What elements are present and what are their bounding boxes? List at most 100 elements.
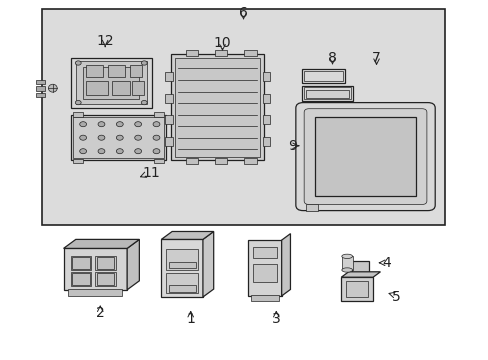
Bar bbox=[68, 289, 122, 296]
Bar bbox=[168, 285, 195, 292]
Bar bbox=[166, 249, 198, 270]
Text: 10: 10 bbox=[213, 36, 231, 50]
Bar bbox=[215, 50, 227, 56]
Text: 3: 3 bbox=[271, 312, 280, 325]
Bar bbox=[107, 65, 124, 77]
Bar bbox=[303, 87, 350, 99]
Bar bbox=[175, 58, 260, 157]
Bar bbox=[262, 72, 269, 81]
Circle shape bbox=[98, 122, 104, 127]
Bar bbox=[154, 159, 163, 163]
Bar bbox=[73, 159, 83, 163]
Bar bbox=[301, 69, 344, 83]
Circle shape bbox=[116, 149, 123, 154]
Bar bbox=[253, 247, 276, 258]
Bar bbox=[165, 94, 172, 103]
Bar bbox=[97, 273, 114, 285]
Bar bbox=[129, 65, 142, 77]
Bar bbox=[95, 256, 116, 270]
Bar bbox=[132, 81, 144, 95]
Text: 5: 5 bbox=[391, 290, 400, 304]
Bar bbox=[165, 72, 172, 81]
Text: 6: 6 bbox=[239, 6, 247, 19]
Circle shape bbox=[116, 122, 123, 127]
Bar bbox=[73, 117, 163, 158]
Polygon shape bbox=[161, 231, 213, 239]
Ellipse shape bbox=[341, 268, 352, 272]
Text: 7: 7 bbox=[371, 51, 380, 64]
Bar bbox=[154, 112, 163, 117]
Bar bbox=[85, 81, 107, 95]
Bar bbox=[303, 71, 342, 81]
Bar bbox=[36, 93, 45, 97]
Polygon shape bbox=[71, 58, 151, 108]
Circle shape bbox=[98, 149, 104, 154]
Bar bbox=[95, 272, 116, 286]
Bar bbox=[112, 81, 129, 95]
Bar bbox=[305, 90, 348, 98]
Bar bbox=[346, 281, 367, 297]
Polygon shape bbox=[76, 61, 146, 104]
Polygon shape bbox=[248, 240, 281, 296]
Circle shape bbox=[134, 135, 142, 140]
Polygon shape bbox=[341, 272, 380, 277]
Text: 8: 8 bbox=[327, 51, 336, 64]
Circle shape bbox=[80, 135, 86, 140]
Bar bbox=[262, 137, 269, 146]
Bar bbox=[168, 262, 195, 268]
Polygon shape bbox=[203, 231, 213, 297]
FancyBboxPatch shape bbox=[304, 109, 426, 204]
Polygon shape bbox=[341, 277, 372, 301]
Circle shape bbox=[75, 61, 81, 65]
Bar bbox=[36, 86, 45, 91]
Bar bbox=[215, 158, 227, 164]
Circle shape bbox=[134, 149, 142, 154]
Polygon shape bbox=[127, 239, 139, 290]
Polygon shape bbox=[281, 234, 290, 296]
Polygon shape bbox=[351, 261, 368, 274]
Bar bbox=[85, 65, 102, 77]
Bar bbox=[253, 264, 276, 282]
Circle shape bbox=[116, 135, 123, 140]
Polygon shape bbox=[63, 248, 127, 290]
Bar bbox=[185, 50, 198, 56]
Polygon shape bbox=[161, 239, 203, 297]
Text: 11: 11 bbox=[142, 166, 160, 180]
FancyBboxPatch shape bbox=[295, 103, 434, 211]
Circle shape bbox=[153, 135, 160, 140]
Bar bbox=[71, 256, 91, 270]
Bar bbox=[97, 257, 114, 269]
Circle shape bbox=[134, 122, 142, 127]
Bar bbox=[41, 9, 444, 225]
Polygon shape bbox=[63, 239, 139, 248]
Circle shape bbox=[75, 100, 81, 105]
Text: 1: 1 bbox=[186, 312, 195, 325]
Bar bbox=[341, 256, 352, 270]
Ellipse shape bbox=[341, 254, 352, 258]
Circle shape bbox=[141, 100, 147, 105]
Bar bbox=[72, 273, 90, 285]
Circle shape bbox=[98, 135, 104, 140]
Bar bbox=[165, 137, 172, 146]
Circle shape bbox=[80, 149, 86, 154]
Bar bbox=[72, 257, 90, 269]
Bar bbox=[262, 115, 269, 124]
Bar bbox=[71, 115, 166, 160]
Circle shape bbox=[141, 61, 147, 65]
Bar bbox=[36, 80, 45, 84]
Text: 9: 9 bbox=[287, 139, 296, 153]
Bar bbox=[244, 158, 256, 164]
Bar bbox=[315, 117, 415, 196]
Text: 4: 4 bbox=[381, 256, 390, 270]
Bar bbox=[301, 86, 352, 101]
Text: 2: 2 bbox=[96, 306, 104, 320]
Ellipse shape bbox=[48, 84, 57, 92]
Bar bbox=[165, 115, 172, 124]
Bar bbox=[262, 94, 269, 103]
Bar bbox=[250, 295, 279, 301]
Text: 12: 12 bbox=[96, 35, 114, 48]
Circle shape bbox=[153, 149, 160, 154]
Bar bbox=[244, 50, 256, 56]
Bar bbox=[73, 112, 83, 117]
Circle shape bbox=[153, 122, 160, 127]
